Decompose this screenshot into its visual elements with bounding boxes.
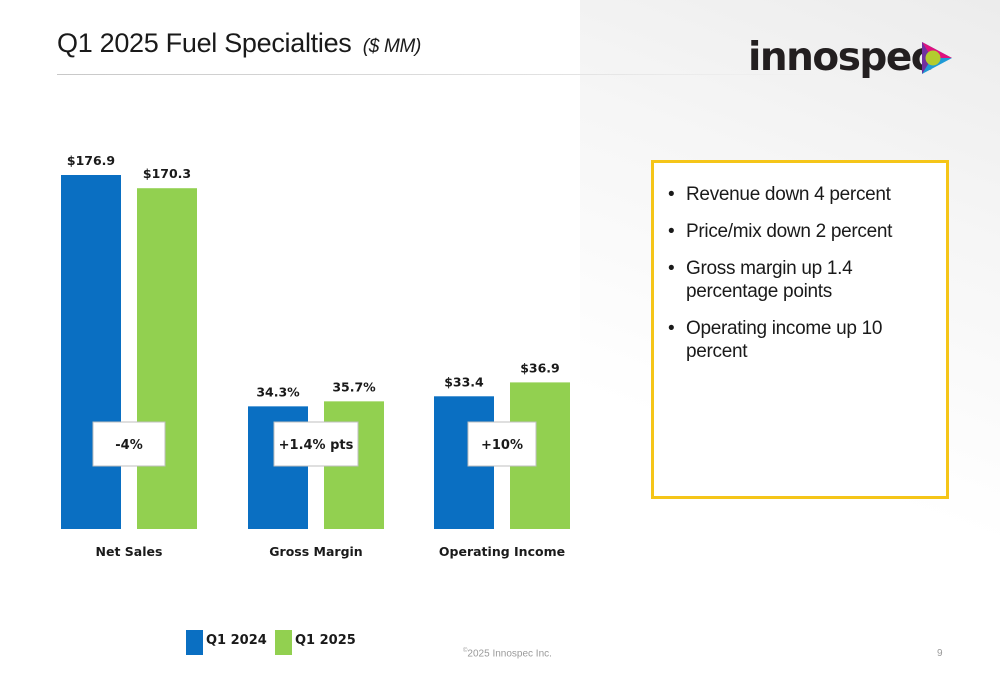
data-label-operating-income-q1-2025: $36.9: [520, 360, 560, 375]
logo-wordmark: innospec: [748, 35, 934, 80]
highlights-list: Revenue down 4 percent Price/mix down 2 …: [668, 183, 933, 377]
title-text: Q1 2025 Fuel Specialties: [57, 28, 352, 58]
change-label-gross-margin: +1.4% pts: [279, 438, 354, 453]
change-box-net-sales: [92, 421, 166, 467]
bar-net-sales-q1-2025: [137, 188, 197, 529]
legend-label-q1-2024: Q1 2024: [206, 633, 267, 648]
copyright-text: 2025 Innospec Inc.: [467, 648, 552, 660]
category-label-net-sales: Net Sales: [96, 544, 163, 559]
data-label-net-sales-q1-2024: $176.9: [67, 153, 115, 168]
title-divider: [57, 74, 817, 75]
change-box-gross-margin: [273, 421, 359, 467]
title-unit: ($ MM): [362, 36, 422, 57]
page-number: 9: [937, 648, 943, 659]
legend-swatch-q1-2025: [275, 630, 292, 655]
legend-label-q1-2025: Q1 2025: [295, 633, 356, 648]
category-label-operating-income: Operating Income: [439, 544, 565, 559]
bullet-gross-margin: Gross margin up 1.4 percentage points: [668, 257, 933, 303]
logo-triangle-icon: [922, 42, 952, 74]
data-label-gross-margin-q1-2024: 34.3%: [256, 384, 300, 399]
data-label-operating-income-q1-2024: $33.4: [444, 374, 484, 389]
data-label-gross-margin-q1-2025: 35.7%: [332, 379, 376, 394]
legend-swatch-q1-2024: [186, 630, 203, 655]
change-box-operating-income: [467, 421, 537, 467]
data-label-net-sales-q1-2025: $170.3: [143, 166, 191, 181]
bullet-operating-income: Operating income up 10 percent: [668, 317, 933, 363]
change-label-net-sales: -4%: [115, 438, 142, 453]
change-label-operating-income: +10%: [481, 438, 523, 453]
innospec-logo: innospec: [748, 30, 958, 90]
slide-title: Q1 2025 Fuel Specialties ($ MM): [57, 28, 421, 59]
bullet-revenue: Revenue down 4 percent: [668, 183, 933, 206]
highlights-box: Revenue down 4 percent Price/mix down 2 …: [651, 160, 949, 499]
copyright-footer: ©2025 Innospec Inc.: [463, 648, 552, 659]
bar-chart: $176.9 $170.3 -4% Net Sales 34.3% 35.7% +1.4% …: [61, 153, 570, 559]
bar-net-sales-q1-2024: [61, 175, 121, 529]
copyright-symbol: ©: [463, 648, 468, 654]
bullet-price-mix: Price/mix down 2 percent: [668, 220, 933, 243]
category-label-gross-margin: Gross Margin: [269, 544, 362, 559]
